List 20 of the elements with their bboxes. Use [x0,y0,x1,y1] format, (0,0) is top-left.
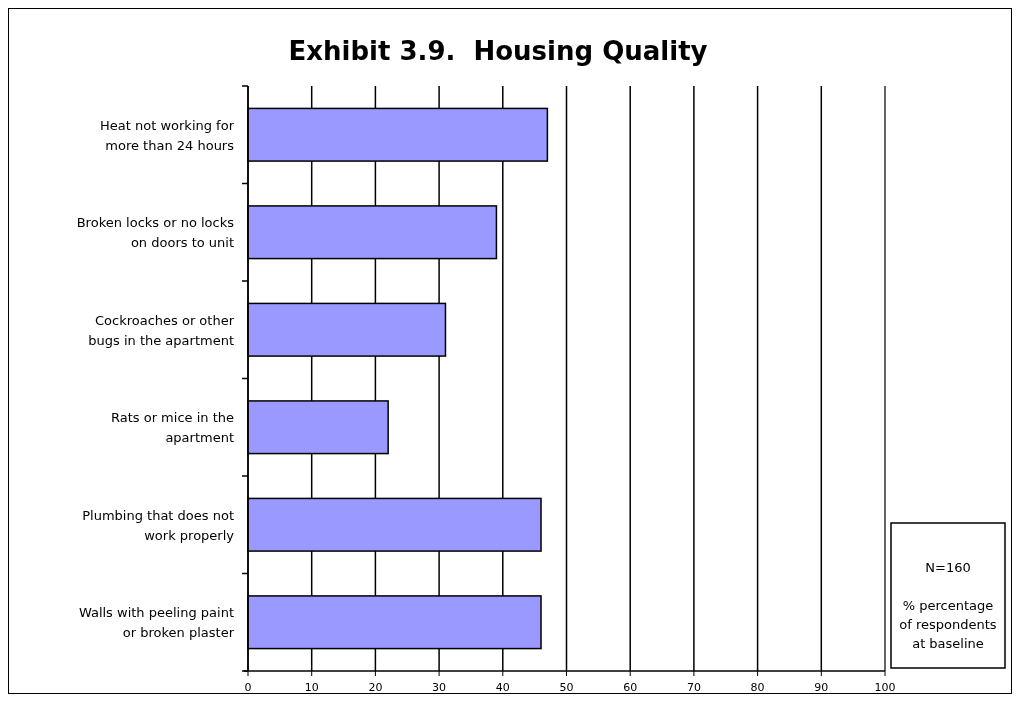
y-tick-label: Heat not working for more than 24 hours [100,117,235,153]
x-tick-label: 40 [495,681,510,694]
text: % percentage of respondents at baseline [899,598,997,651]
x-tick-label: 0 [244,681,252,694]
y-tick-label: Cockroaches or other bugs in the apartment [88,312,235,348]
x-tick-label: 20 [368,681,383,694]
y-tick-label: Plumbing that does not work properly [82,507,235,543]
x-tick-label: 80 [750,681,765,694]
x-tick-label: 100 [874,681,896,694]
x-tick-label: 60 [623,681,638,694]
y-tick-label: Walls with peeling paint or broken plaster [78,605,235,641]
x-tick-label: 10 [304,681,319,694]
y-tick-label: Rats or mice in the apartment [110,410,234,446]
y-tick-label: Broken locks or no locks on doors to unit [76,215,235,251]
chart-title: Exhibit 3.9. Housing Quality [288,36,708,66]
x-tick-label: 70 [686,681,701,694]
text: N=160 [925,560,971,575]
x-tick-label: 50 [559,681,574,694]
x-tick-label: 90 [814,681,829,694]
x-tick-label: 30 [432,681,447,694]
